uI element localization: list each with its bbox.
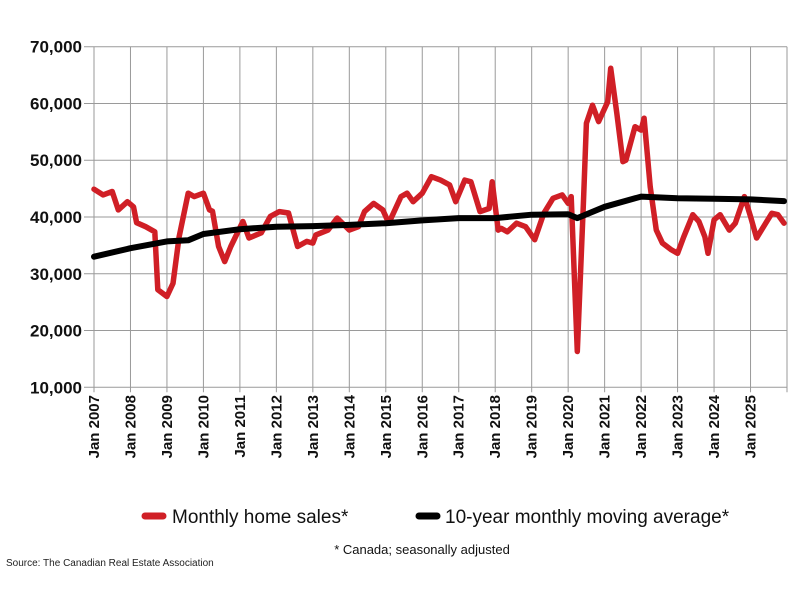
y-tick-label: 10,000 [30,378,82,397]
x-tick-label: Jan 2009 [159,395,176,458]
x-tick-label: Jan 2014 [341,394,358,458]
x-tick-label: Jan 2013 [305,395,322,458]
x-tick-label: Jan 2023 [670,395,687,458]
y-tick-label: 60,000 [30,94,82,113]
x-tick-label: Jan 2020 [560,395,577,458]
x-tick-label: Jan 2011 [232,395,249,458]
y-tick-label: 50,000 [30,151,82,170]
y-tick-label: 20,000 [30,322,82,341]
x-tick-label: Jan 2024 [706,394,723,458]
x-tick-label: Jan 2022 [633,395,650,458]
moving-average-line [91,193,787,260]
x-tick-label: Jan 2025 [743,395,760,458]
x-tick-label: Jan 2007 [86,395,103,458]
legend-label-moving-average: 10-year monthly moving average* [445,507,730,528]
x-tick-label: Jan 2010 [195,395,212,458]
x-tick-label: Jan 2021 [597,395,614,458]
x-tick-label: Jan 2015 [378,395,395,458]
y-tick-label: 40,000 [30,208,82,227]
x-tick-label: Jan 2016 [414,395,431,458]
y-axis-ticks: 10,000 20,000 30,000 40,000 50,000 60,000 70,0… [30,38,82,398]
legend-label-monthly-home-sales: Monthly home sales* [172,507,349,528]
monthly-home-sales-line [91,65,787,355]
x-tick-label: Jan 2012 [268,395,285,458]
x-axis-ticks: Jan 2007 Jan 2008 Jan 2009 Jan 2010 Jan 2011… [86,394,760,458]
x-tick-label: Jan 2008 [122,395,139,458]
y-tick-label: 30,000 [30,265,82,284]
x-tick-label: Jan 2019 [524,395,541,458]
x-tick-label: Jan 2018 [487,395,504,458]
series-lines [91,65,787,355]
source-note: Source: The Canadian Real Estate Associa… [6,558,214,569]
legend: Monthly home sales* 10-year monthly movi… [141,507,730,528]
y-tick-label: 70,000 [30,38,82,57]
x-tick-label: Jan 2017 [451,395,468,458]
footnote: * Canada; seasonally adjusted [334,542,510,557]
